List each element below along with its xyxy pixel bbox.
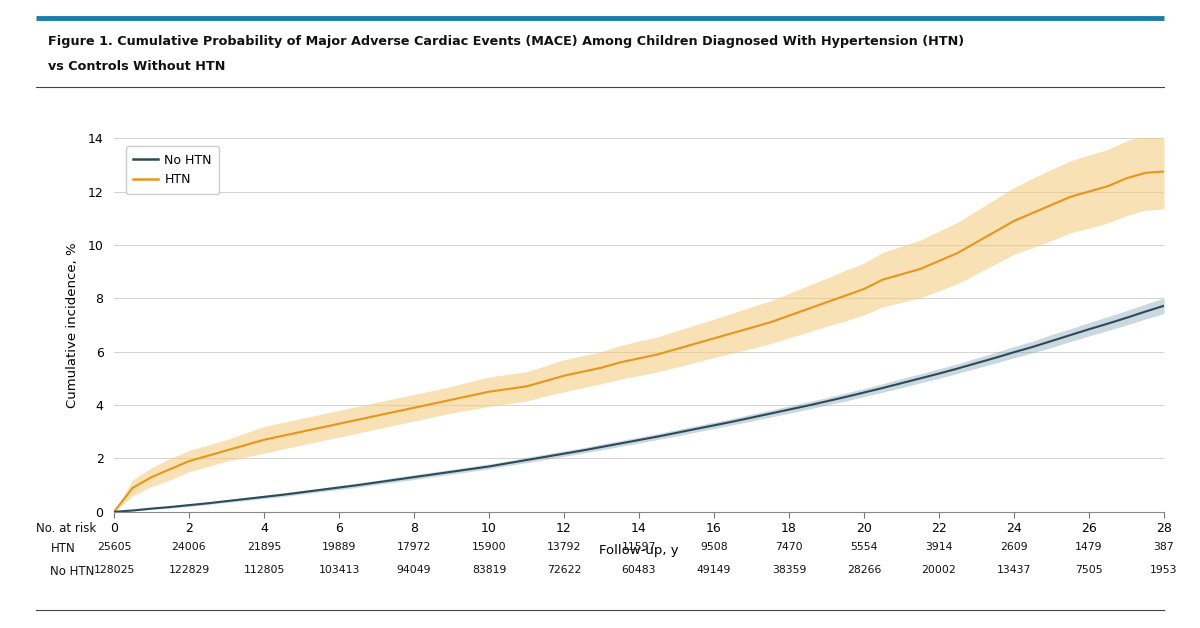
Text: 2609: 2609 xyxy=(1000,542,1028,552)
Text: 17972: 17972 xyxy=(397,542,431,552)
Text: 112805: 112805 xyxy=(244,565,284,575)
Text: 3914: 3914 xyxy=(925,542,953,552)
Text: 11597: 11597 xyxy=(622,542,656,552)
Text: No. at risk: No. at risk xyxy=(36,522,96,536)
Text: Figure 1. Cumulative Probability of Major Adverse Cardiac Events (MACE) Among Ch: Figure 1. Cumulative Probability of Majo… xyxy=(48,35,964,48)
Text: 21895: 21895 xyxy=(247,542,281,552)
Text: 387: 387 xyxy=(1153,542,1175,552)
Text: 122829: 122829 xyxy=(168,565,210,575)
Y-axis label: Cumulative incidence, %: Cumulative incidence, % xyxy=(66,242,79,408)
Text: 28266: 28266 xyxy=(847,565,881,575)
Text: 24006: 24006 xyxy=(172,542,206,552)
Text: 25605: 25605 xyxy=(97,542,131,552)
Text: 9508: 9508 xyxy=(700,542,728,552)
Text: 103413: 103413 xyxy=(318,565,360,575)
Text: 94049: 94049 xyxy=(397,565,431,575)
Text: 1953: 1953 xyxy=(1151,565,1177,575)
Text: 7505: 7505 xyxy=(1075,565,1103,575)
Text: 5554: 5554 xyxy=(851,542,877,552)
Text: 13437: 13437 xyxy=(997,565,1031,575)
Text: 13792: 13792 xyxy=(547,542,581,552)
Text: 83819: 83819 xyxy=(472,565,506,575)
Text: 49149: 49149 xyxy=(697,565,731,575)
Text: 15900: 15900 xyxy=(472,542,506,552)
Text: 38359: 38359 xyxy=(772,565,806,575)
X-axis label: Follow-up, y: Follow-up, y xyxy=(599,544,679,556)
Text: vs Controls Without HTN: vs Controls Without HTN xyxy=(48,60,226,73)
Text: HTN: HTN xyxy=(50,542,76,555)
Text: 20002: 20002 xyxy=(922,565,956,575)
Text: 19889: 19889 xyxy=(322,542,356,552)
Text: 1479: 1479 xyxy=(1075,542,1103,552)
Text: No HTN: No HTN xyxy=(50,565,95,578)
Text: 72622: 72622 xyxy=(547,565,581,575)
Legend: No HTN, HTN: No HTN, HTN xyxy=(126,146,220,193)
Text: 7470: 7470 xyxy=(775,542,803,552)
Text: 128025: 128025 xyxy=(94,565,134,575)
Text: 60483: 60483 xyxy=(622,565,656,575)
